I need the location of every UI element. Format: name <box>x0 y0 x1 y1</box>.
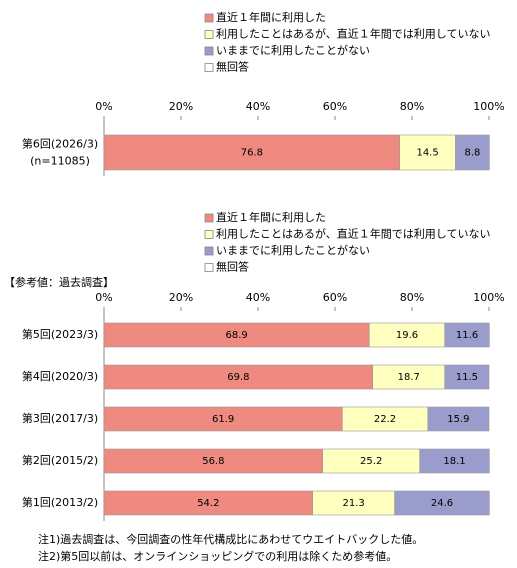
legend-label: いままでに利用したことがない <box>216 43 370 57</box>
x-tick-label: 40% <box>246 291 270 304</box>
bar-segment <box>444 322 490 348</box>
bar-segment <box>455 134 490 171</box>
x-tick-label: 80% <box>400 291 424 304</box>
value-label: 69.8 <box>227 372 249 383</box>
subtitle: 【参考値：過去調査】 <box>4 275 114 289</box>
legend-swatch <box>204 213 214 223</box>
legend-label: 直近１年間に利用した <box>216 210 326 224</box>
bar-segment <box>103 406 343 432</box>
bar-segment <box>372 364 446 390</box>
value-label: 24.6 <box>431 498 453 509</box>
x-tick-label: 60% <box>323 100 347 113</box>
bar-segment <box>399 134 456 171</box>
value-label: 22.2 <box>374 414 396 425</box>
legend-swatch <box>204 13 214 23</box>
legend-swatch <box>204 63 214 72</box>
value-label: 25.2 <box>360 456 382 467</box>
category-label: 第5回(2023/3) <box>22 327 98 341</box>
legend-label: いままでに利用したことがない <box>216 243 370 257</box>
value-label: 8.8 <box>464 148 480 159</box>
x-tick-label: 0% <box>95 100 112 113</box>
legend-label: 利用したことはあるが、直近１年間では利用していない <box>216 227 490 241</box>
value-label: 18.7 <box>398 372 420 383</box>
x-tick-label: 80% <box>400 100 424 113</box>
legend-swatch <box>204 246 214 256</box>
value-label: 68.9 <box>225 330 247 341</box>
value-label: 61.9 <box>212 414 234 425</box>
category-label: 第4回(2020/3) <box>22 369 98 383</box>
category-label: 第6回(2026/3) <box>22 137 98 151</box>
value-label: 21.3 <box>343 498 365 509</box>
category-label: 第1回(2013/2) <box>22 495 98 509</box>
legend-swatch <box>204 46 214 56</box>
x-tick-label: 20% <box>169 291 193 304</box>
category-label: 第3回(2017/3) <box>22 411 98 425</box>
value-label: 19.6 <box>396 330 418 341</box>
bar-segment <box>103 364 374 390</box>
x-tick-label: 100% <box>473 100 504 113</box>
value-label: 11.6 <box>456 330 478 341</box>
legend-label: 無回答 <box>216 260 249 274</box>
category-label: 第2回(2015/2) <box>22 453 98 467</box>
legend-label: 利用したことはあるが、直近１年間では利用していない <box>216 27 490 41</box>
x-tick-label: 20% <box>169 100 193 113</box>
value-label: 56.8 <box>202 456 224 467</box>
value-label: 18.1 <box>443 456 465 467</box>
value-label: 54.2 <box>197 498 219 509</box>
sample-label: (n=11085) <box>30 155 90 168</box>
legend-swatch <box>204 263 214 272</box>
bar-segment <box>322 448 420 474</box>
note: 注2)第5回以前は、オンラインショッピングでの利用は除くため参考値。 <box>38 549 397 563</box>
x-tick-label: 0% <box>95 291 112 304</box>
bar-segment <box>342 406 429 432</box>
x-tick-label: 100% <box>473 291 504 304</box>
x-tick-label: 60% <box>323 291 347 304</box>
note: 注1)過去調査は、今回調査の性年代構成比にあわせてウエイトバックした値。 <box>38 532 423 546</box>
bar-segment <box>103 134 400 171</box>
legend-label: 直近１年間に利用した <box>216 10 326 24</box>
value-label: 76.8 <box>241 148 263 159</box>
bar-segment <box>394 490 490 516</box>
x-tick-label: 40% <box>246 100 270 113</box>
value-label: 14.5 <box>416 148 438 159</box>
legend-swatch <box>204 230 214 239</box>
bar-segment <box>419 448 490 474</box>
bar-segment <box>427 406 490 432</box>
bar-segment <box>444 364 490 390</box>
value-label: 15.9 <box>447 414 469 425</box>
bar-segment <box>103 490 313 516</box>
legend-label: 無回答 <box>216 60 249 74</box>
value-label: 11.5 <box>456 372 478 383</box>
bar-segment <box>312 490 395 516</box>
bar-segment <box>103 448 323 474</box>
legend-swatch <box>204 30 214 39</box>
